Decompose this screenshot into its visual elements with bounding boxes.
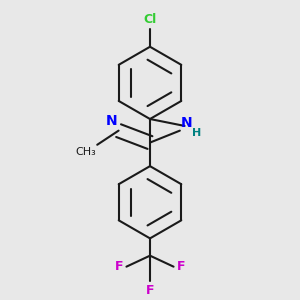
Text: F: F bbox=[146, 284, 154, 297]
Text: N: N bbox=[181, 116, 192, 130]
Text: CH₃: CH₃ bbox=[75, 147, 96, 157]
Text: N: N bbox=[105, 114, 117, 128]
Text: F: F bbox=[115, 260, 123, 273]
Text: H: H bbox=[192, 128, 201, 138]
Text: Cl: Cl bbox=[143, 13, 157, 26]
Text: F: F bbox=[177, 260, 185, 273]
